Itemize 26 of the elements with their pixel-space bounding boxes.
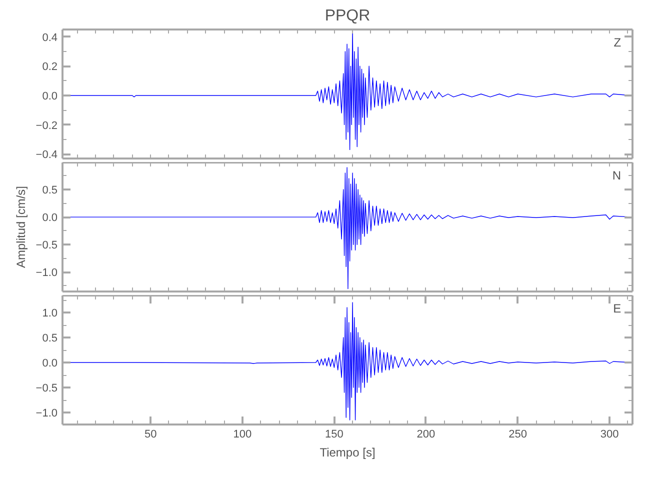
annotation: Z	[614, 35, 622, 50]
x-tick-label: 200	[416, 428, 436, 440]
y-tick-label: −1.0	[36, 408, 58, 420]
x-tick-label: 250	[508, 428, 527, 440]
y-tick-label: 0.5	[42, 184, 58, 197]
x-tick-label: 300	[600, 428, 619, 440]
annotation: N	[612, 168, 622, 182]
y-axis-title: Amplitud [cm/s]	[14, 186, 28, 268]
y-tick-label: 0.4	[42, 32, 58, 44]
y-tick-label: 0.5	[42, 332, 58, 344]
y-tick-label: 1.0	[42, 308, 58, 320]
annotation: E	[613, 301, 622, 316]
x-tick-label: 150	[325, 428, 344, 440]
y-tick-label: 0.0	[42, 358, 58, 370]
y-tick-label: −0.5	[36, 240, 58, 252]
x-tick-label: 50	[144, 428, 157, 440]
y-tick-label: −0.4	[36, 149, 58, 162]
y-tick-label: −0.2	[36, 120, 58, 132]
y-tick-label: 0.0	[42, 90, 58, 102]
y-tick-label: −0.5	[36, 382, 58, 394]
x-tick-label: 100	[233, 428, 252, 440]
y-tick-label: −1.0	[36, 267, 58, 280]
y-tick-label: 0.2	[42, 61, 58, 74]
y-tick-label: 0.0	[42, 212, 58, 224]
x-axis-title: Tiempo [s]	[320, 446, 376, 460]
chart-title: PPQR	[324, 8, 370, 24]
